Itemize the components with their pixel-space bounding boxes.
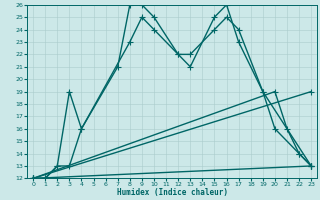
X-axis label: Humidex (Indice chaleur): Humidex (Indice chaleur) [116, 188, 228, 197]
